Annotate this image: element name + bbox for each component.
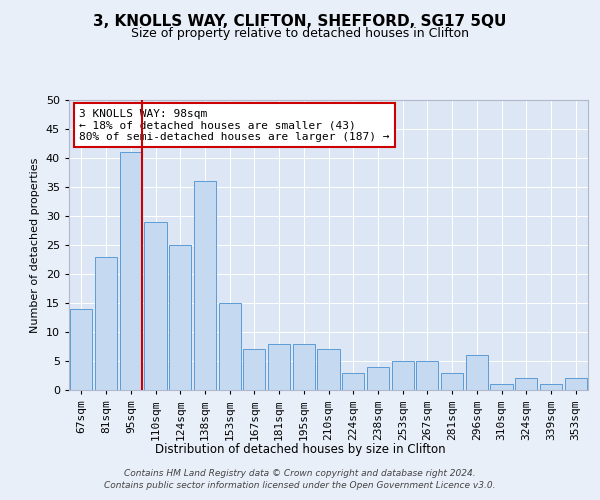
Bar	[218, 303, 241, 390]
Bar	[169, 245, 191, 390]
Bar	[342, 372, 364, 390]
Bar	[119, 152, 142, 390]
Text: Contains HM Land Registry data © Crown copyright and database right 2024.: Contains HM Land Registry data © Crown c…	[124, 469, 476, 478]
Bar	[441, 372, 463, 390]
Bar	[490, 384, 512, 390]
Bar	[515, 378, 538, 390]
Text: 3 KNOLLS WAY: 98sqm
← 18% of detached houses are smaller (43)
80% of semi-detach: 3 KNOLLS WAY: 98sqm ← 18% of detached ho…	[79, 108, 390, 142]
Text: Distribution of detached houses by size in Clifton: Distribution of detached houses by size …	[155, 442, 445, 456]
Bar	[540, 384, 562, 390]
Bar	[317, 350, 340, 390]
Bar	[268, 344, 290, 390]
Bar	[243, 350, 265, 390]
Bar	[194, 181, 216, 390]
Bar	[416, 361, 439, 390]
Text: Contains public sector information licensed under the Open Government Licence v3: Contains public sector information licen…	[104, 481, 496, 490]
Text: Size of property relative to detached houses in Clifton: Size of property relative to detached ho…	[131, 28, 469, 40]
Bar	[95, 256, 117, 390]
Bar	[293, 344, 315, 390]
Text: 3, KNOLLS WAY, CLIFTON, SHEFFORD, SG17 5QU: 3, KNOLLS WAY, CLIFTON, SHEFFORD, SG17 5…	[94, 14, 506, 29]
Bar	[70, 309, 92, 390]
Bar	[565, 378, 587, 390]
Y-axis label: Number of detached properties: Number of detached properties	[30, 158, 40, 332]
Bar	[367, 367, 389, 390]
Bar	[466, 355, 488, 390]
Bar	[145, 222, 167, 390]
Bar	[392, 361, 414, 390]
